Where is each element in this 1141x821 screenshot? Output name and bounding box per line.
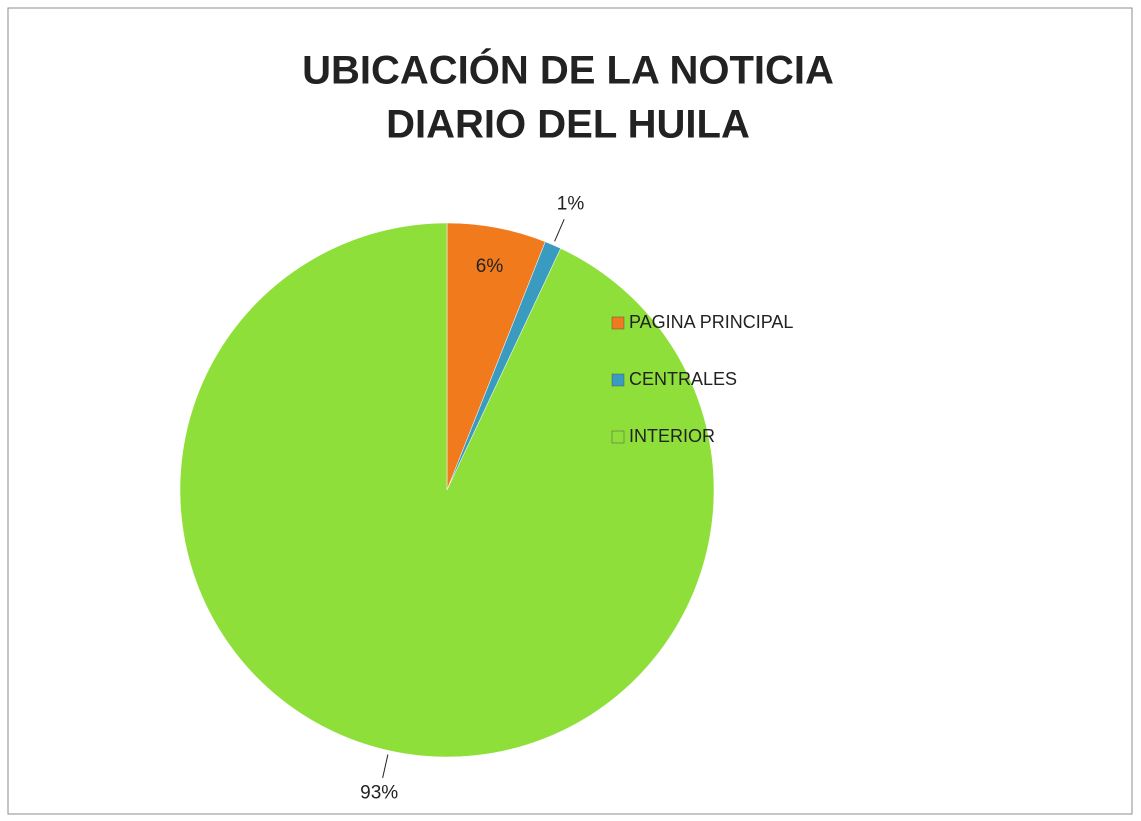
data-label: 6% — [476, 256, 504, 277]
chart-title: DIARIO DEL HUILA — [386, 103, 750, 147]
leader-line — [554, 219, 565, 242]
data-label: 93% — [360, 783, 398, 804]
leader-line — [382, 754, 389, 779]
legend-swatch — [611, 430, 625, 444]
legend-label: CENTRALES — [629, 369, 737, 389]
chart-title: UBICACIÓN DE LA NOTICIA — [302, 47, 834, 93]
pie-slice — [179, 222, 715, 758]
legend-label: INTERIOR — [629, 426, 715, 446]
data-label: 1% — [557, 194, 585, 215]
legend-label: PAGINA PRINCIPAL — [629, 312, 793, 332]
legend-swatch — [611, 316, 625, 330]
legend-swatch — [611, 373, 625, 387]
